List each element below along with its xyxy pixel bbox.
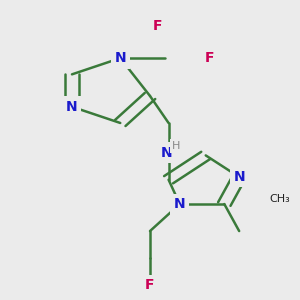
- Text: N: N: [66, 100, 78, 114]
- Text: F: F: [153, 19, 162, 33]
- Text: H: H: [172, 141, 180, 151]
- Text: N: N: [115, 51, 126, 65]
- Text: F: F: [145, 278, 155, 292]
- Text: N: N: [161, 146, 172, 160]
- Text: F: F: [205, 51, 214, 65]
- Text: N: N: [233, 170, 245, 184]
- Text: CH₃: CH₃: [269, 194, 290, 204]
- Text: N: N: [174, 197, 185, 211]
